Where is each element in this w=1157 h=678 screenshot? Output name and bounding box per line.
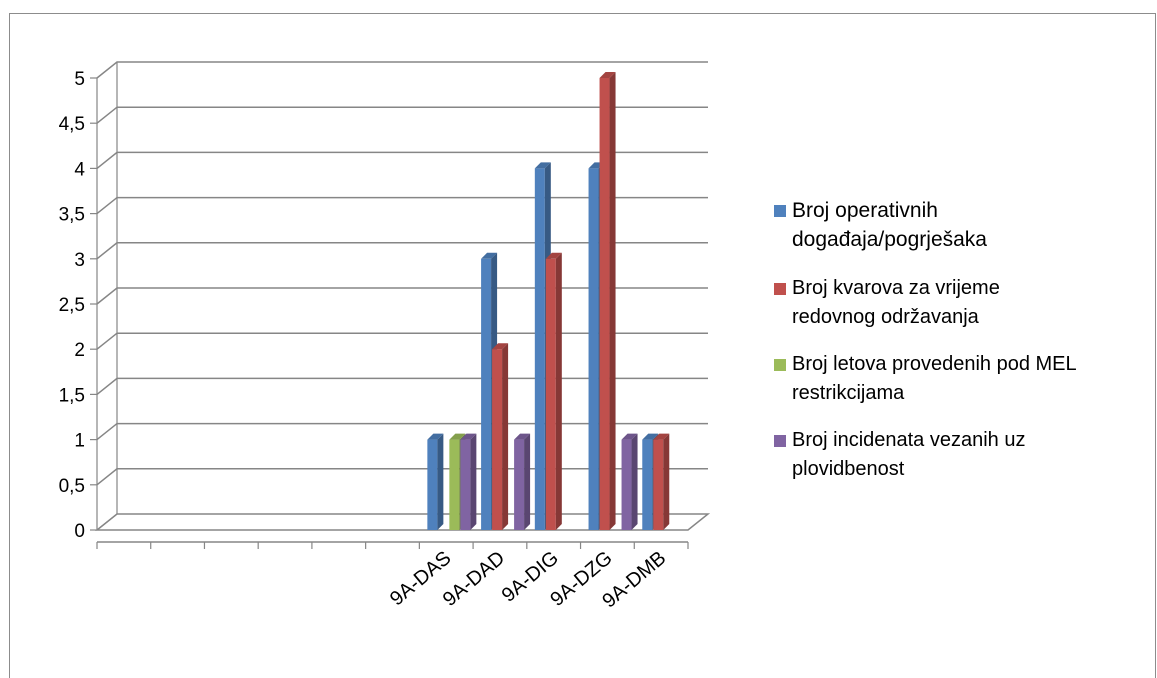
bar-front [460, 439, 471, 530]
y-tick-label: 4,5 [59, 114, 85, 135]
bar-front [642, 439, 653, 530]
bar-top [492, 343, 509, 350]
bar-top [534, 162, 551, 169]
bar-front [653, 439, 664, 530]
y-tick-label: 4 [74, 159, 85, 180]
y-tick-label: 3,5 [59, 205, 85, 226]
y-tick-label: 5 [74, 69, 85, 90]
bar-top [481, 252, 498, 259]
bar-side [609, 72, 616, 530]
bar-side [524, 433, 531, 530]
legend-label-line-2: redovnog održavanja [792, 306, 979, 328]
legend-swatch-purple [774, 435, 786, 447]
bar-front [621, 439, 632, 530]
legend-swatch-green [774, 359, 786, 371]
bar [599, 72, 616, 530]
bar-top [599, 72, 616, 78]
y-tick-label: 0 [74, 521, 85, 542]
bar-side [631, 433, 638, 530]
gridline [96, 468, 708, 486]
gridline [96, 332, 708, 350]
bar [492, 343, 509, 530]
gridline [96, 242, 708, 260]
bar-front [492, 349, 503, 530]
x-tick-label: 9A-DAD [439, 547, 509, 611]
chart-plot: 00,511,522,533,544,559A-DAS9A-DAD9A-DIG9… [59, 61, 711, 612]
chart-frame [9, 13, 1156, 678]
legend-item-operativni: Broj operativnih događaja/pogrješaka [770, 196, 1150, 254]
bar [460, 433, 477, 530]
y-tick-label: 0,5 [59, 476, 85, 497]
bar-top [449, 433, 466, 440]
bar-front [599, 78, 610, 530]
gridline [96, 61, 708, 79]
legend-item-kvarovi: Broj kvarova za vrijeme redovnog održava… [770, 274, 1150, 332]
bar-top [621, 433, 638, 440]
legend-label-line-1: Broj kvarova za vrijeme [792, 277, 1000, 299]
chart-legend: Broj operativnih događaja/pogrješaka Bro… [770, 196, 1150, 502]
bar-front [534, 168, 545, 530]
bar-side [555, 252, 562, 531]
legend-label-line-1: Broj operativnih [792, 199, 938, 222]
gridline [96, 196, 708, 215]
bar-front [545, 258, 556, 530]
gridline [96, 106, 708, 124]
bar-front [514, 439, 525, 530]
legend-item-mel: Broj letova provedenih pod MEL restrikci… [770, 350, 1150, 408]
bar [545, 252, 562, 531]
legend-label-line-2: restrikcijama [792, 382, 905, 404]
bar-front [588, 168, 599, 530]
bar-top [460, 433, 477, 440]
bar [653, 433, 670, 530]
legend-label-line-1: Broj incidenata vezanih uz [792, 429, 1026, 451]
gridline [96, 422, 708, 441]
bar [514, 433, 531, 530]
gridline [96, 377, 708, 395]
bar-front [481, 258, 492, 530]
legend-swatch-blue [774, 205, 786, 217]
y-tick-label: 1 [74, 431, 85, 452]
bar [621, 433, 638, 530]
bar-side [502, 343, 509, 530]
bar-top [653, 433, 670, 440]
bar-front [449, 439, 460, 530]
y-tick-label: 1,5 [59, 385, 85, 406]
y-tick-label: 2,5 [59, 295, 85, 316]
bar-side [470, 433, 477, 530]
bar-top [545, 252, 562, 259]
gridline [96, 151, 708, 169]
bar-side [437, 433, 444, 530]
y-tick-label: 2 [74, 340, 85, 361]
legend-label-line-2: plovidbenost [792, 458, 905, 480]
legend-swatch-red [774, 283, 786, 295]
bar-top [427, 433, 444, 440]
bar-side [663, 433, 670, 530]
legend-label-line-2: događaja/pogrješaka [792, 228, 987, 251]
y-tick-label: 3 [74, 250, 85, 271]
bar-top [514, 433, 531, 440]
legend-item-incidenti: Broj incidenata vezanih uz plovidbenost [770, 426, 1150, 484]
legend-label-line-1: Broj letova provedenih pod MEL [792, 353, 1077, 375]
gridline [96, 287, 708, 305]
bar-front [427, 439, 438, 530]
bar [427, 433, 444, 530]
bar-top [642, 433, 659, 440]
floor [94, 513, 711, 531]
